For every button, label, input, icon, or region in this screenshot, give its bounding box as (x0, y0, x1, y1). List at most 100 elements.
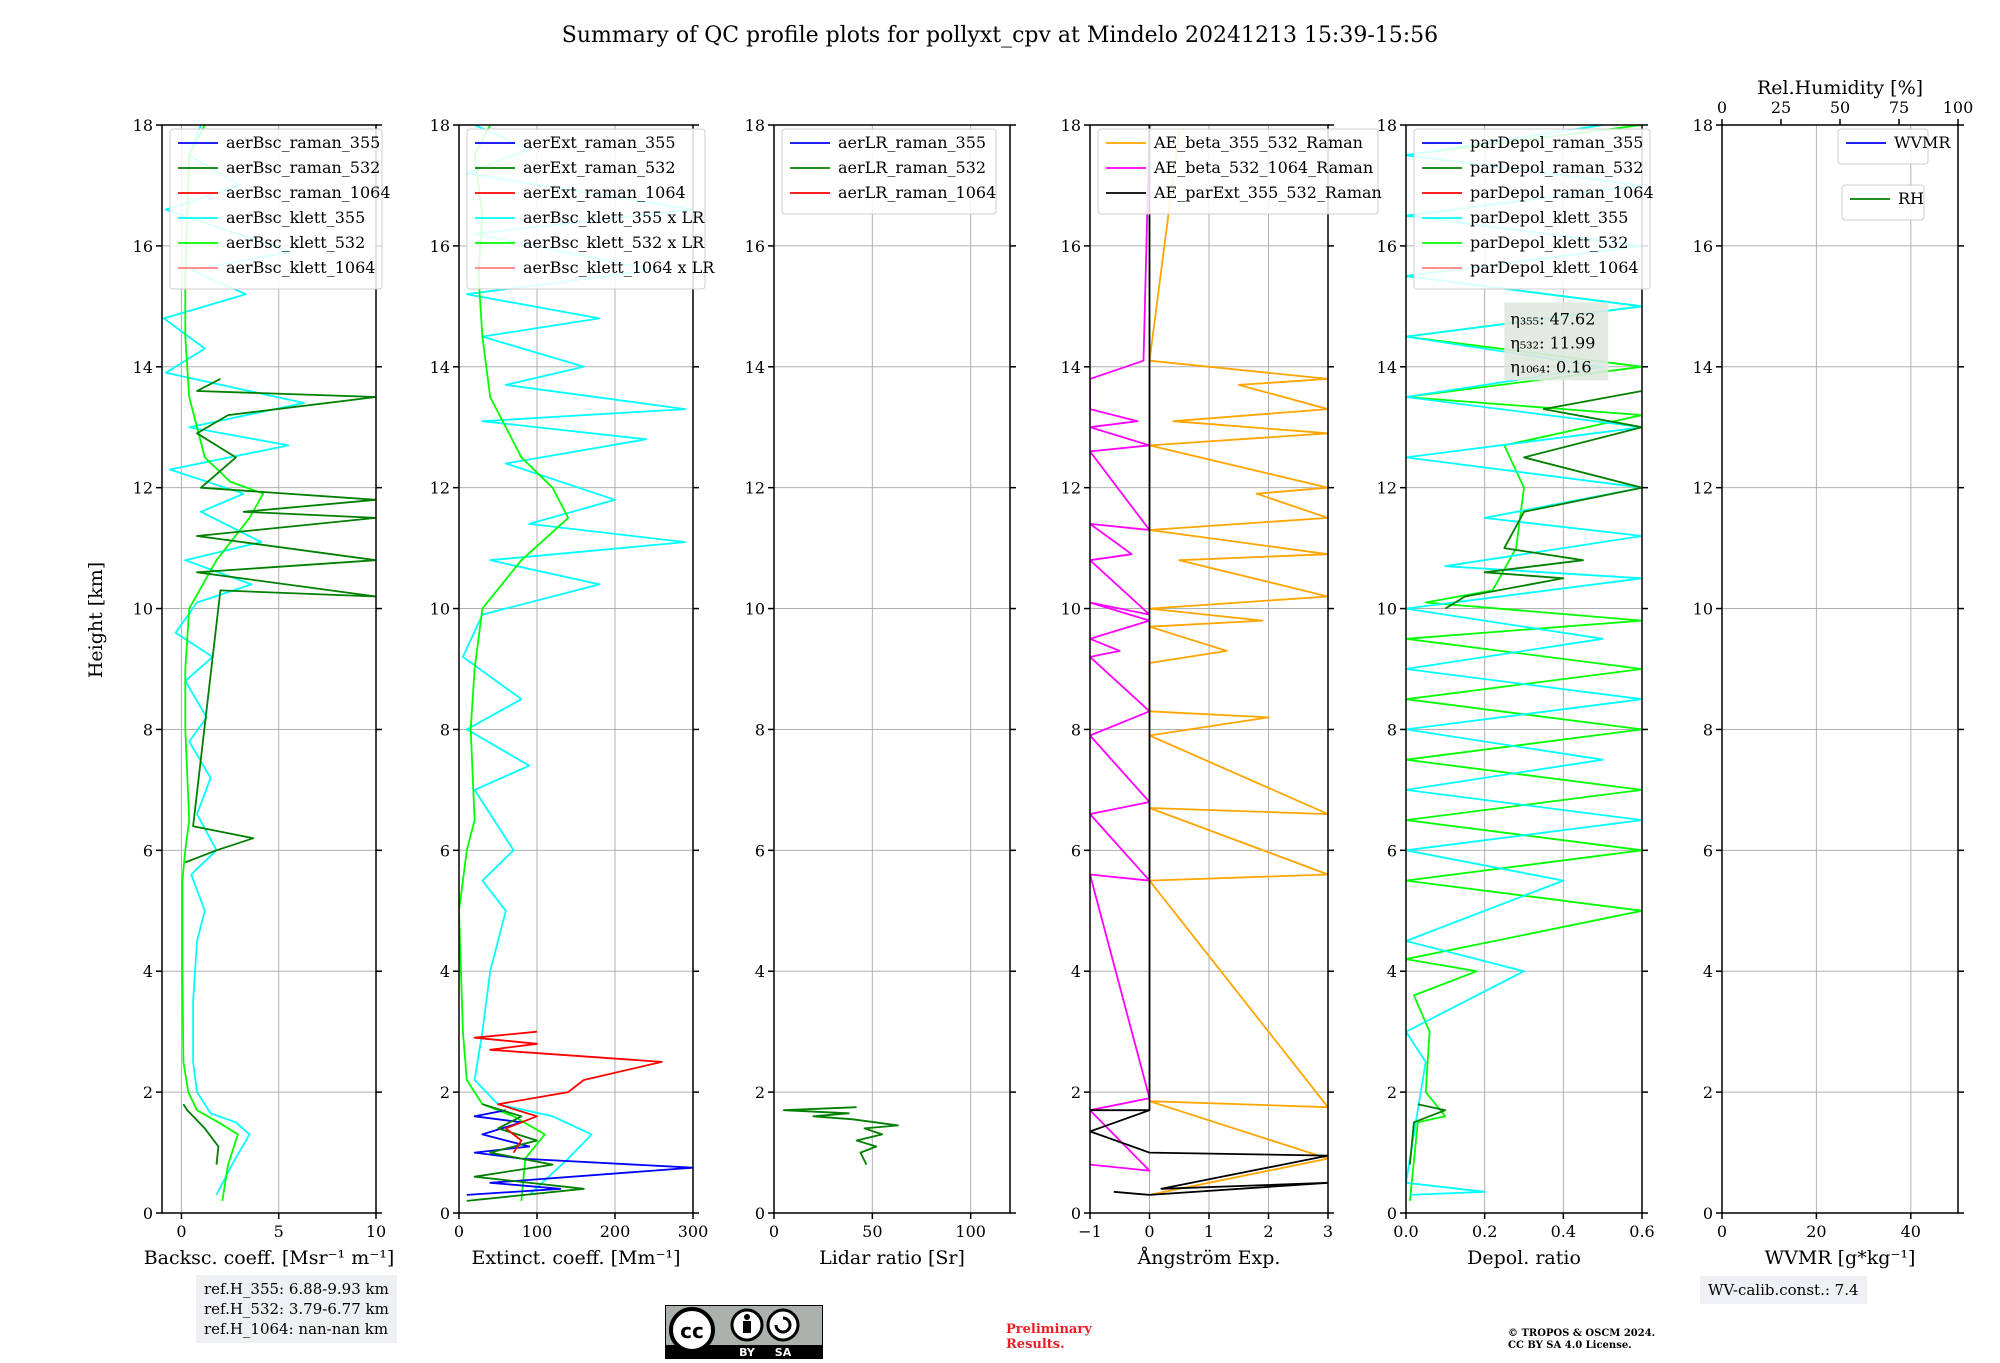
y-tick-label: 18 (430, 116, 450, 135)
y-tick-label: 6 (1703, 841, 1713, 860)
y-tick-label: 8 (1071, 720, 1081, 739)
top-x-axis-label: Rel.Humidity [%] (1757, 77, 1923, 99)
y-tick-label: 10 (1061, 600, 1081, 619)
legend-label: aerBsc_raman_355 (226, 133, 380, 152)
legend-label: aerBsc_raman_1064 (226, 183, 391, 202)
x-tick-label: 0.0 (1393, 1222, 1418, 1241)
y-tick-label: 0 (440, 1204, 450, 1223)
legend-label: aerBsc_klett_1064 x LR (523, 258, 715, 277)
y-tick-label: 10 (1377, 600, 1397, 619)
svg-text:cc: cc (680, 1319, 704, 1343)
x-tick-label: 100 (955, 1222, 986, 1241)
x-tick-label: 1 (1204, 1222, 1214, 1241)
series-line-aerExt_raman_532 (466, 1103, 585, 1202)
y-tick-label: 12 (133, 479, 153, 498)
x-axis-label: Backsc. coeff. [Msr⁻¹ m⁻¹] (144, 1247, 395, 1269)
y-tick-label: 18 (1693, 116, 1713, 135)
y-tick-label: 16 (133, 237, 153, 256)
x-tick-label: 100 (522, 1222, 553, 1241)
eta-annotation-2: η₁₀₆₄: 0.16 (1510, 357, 1591, 376)
x-axis-label: Lidar ratio [Sr] (819, 1247, 965, 1269)
legend-label: aerExt_raman_355 (523, 133, 676, 152)
series-line-AE_parExt_355_532_Raman (1090, 125, 1328, 1196)
y-tick-label: 14 (133, 358, 153, 377)
series-line-AE_beta_355_532_Raman (1148, 130, 1328, 1196)
share-alike-icon (766, 1308, 800, 1342)
y-tick-label: 14 (1693, 358, 1713, 377)
svg-text:SA: SA (775, 1346, 792, 1359)
y-tick-label: 2 (755, 1083, 765, 1102)
legend-label: aerBsc_klett_355 x LR (523, 208, 705, 227)
x-tick-label: 200 (600, 1222, 631, 1241)
y-tick-label: 6 (755, 841, 765, 860)
series-line-aerBsc_klett_355 (163, 125, 305, 1196)
x-tick-label: 2 (1263, 1222, 1273, 1241)
y-tick-label: 12 (1377, 479, 1397, 498)
series-line-parDepol_raman_532 (1444, 390, 1642, 610)
ref-height-532: ref.H_532: 3.79-6.77 km (204, 1300, 389, 1318)
y-tick-label: 12 (1061, 479, 1081, 498)
y-tick-label: 18 (1061, 116, 1081, 135)
legend-label: aerLR_raman_1064 (838, 183, 996, 202)
x-axis-label: Ångström Exp. (1137, 1247, 1281, 1269)
axes-frame (1405, 124, 1643, 1214)
legend-label: parDepol_raman_1064 (1470, 183, 1654, 202)
reference-height-box: ref.H_355: 6.88-9.93 km ref.H_532: 3.79-… (196, 1275, 397, 1343)
top-x-tick-label: 75 (1889, 98, 1909, 117)
y-axis-label: Height [km] (85, 562, 107, 678)
ref-height-355: ref.H_355: 6.88-9.93 km (204, 1280, 389, 1298)
y-tick-label: 4 (1071, 962, 1081, 981)
series-line-aerBsc_raman_532 (184, 378, 376, 864)
axes-frame (1721, 124, 1959, 1214)
y-tick-label: 2 (1703, 1083, 1713, 1102)
y-tick-label: 8 (440, 720, 450, 739)
x-tick-label: 0 (454, 1222, 464, 1241)
y-tick-label: 2 (143, 1083, 153, 1102)
svg-text:BY: BY (739, 1346, 756, 1359)
panel-2: 0 2 4 6 8 10 12 14 16 18 0 100 200 300 Extinct. coeff.… (430, 116, 716, 1269)
y-tick-label: 16 (430, 237, 450, 256)
series-line-AE_beta_532_1064_Raman (1090, 125, 1151, 1172)
series-group (1090, 125, 1328, 1196)
top-x-tick-label: 100 (1943, 98, 1974, 117)
series-group (459, 125, 693, 1202)
ref-height-1064: ref.H_1064: nan-nan km (204, 1320, 389, 1338)
series-line-aerExt_raman_1064 (473, 1030, 663, 1154)
panel-3: 0 2 4 6 8 10 12 14 16 18 0 50 100 Lidar ratio [Sr] aer… (745, 116, 1016, 1269)
series-line-aerLR_raman_532 (782, 1106, 899, 1165)
series-group (1406, 125, 1642, 1201)
legend-label: aerBsc_klett_532 x LR (523, 233, 705, 252)
y-tick-label: 2 (1387, 1083, 1397, 1102)
y-tick-label: 0 (1387, 1204, 1397, 1223)
legend-label: AE_beta_532_1064_Raman (1153, 158, 1373, 177)
y-tick-label: 18 (745, 116, 765, 135)
cc-icon (669, 1307, 715, 1353)
y-tick-label: 16 (1377, 237, 1397, 256)
series-line-parDepol_klett_355 (1406, 125, 1642, 1196)
y-tick-label: 10 (430, 600, 450, 619)
legend (1837, 128, 1929, 165)
x-axis-label: Extinct. coeff. [Mm⁻¹] (471, 1247, 680, 1269)
legend (781, 128, 997, 215)
series-line-parDepol_raman_532 (1409, 1103, 1447, 1165)
axes-frame (773, 124, 1011, 1214)
legend-label: aerExt_raman_532 (523, 158, 676, 177)
series-group (163, 125, 376, 1202)
y-tick-label: 0 (1071, 1204, 1081, 1223)
wv-calib-const: WV-calib.const.: 7.4 (1708, 1281, 1859, 1299)
legend-label: aerLR_raman_532 (838, 158, 986, 177)
panel-1: 0 2 4 6 8 10 12 14 16 18 0 5 10 Backsc. coeff. [Msr⁻¹… (133, 116, 395, 1269)
legend (1413, 128, 1651, 290)
y-tick-label: 0 (143, 1204, 153, 1223)
x-tick-label: 50 (862, 1222, 882, 1241)
eta-annotation-0: η₃₅₅: 47.62 (1510, 309, 1595, 328)
y-tick-label: 14 (1061, 358, 1081, 377)
y-tick-label: 4 (440, 962, 450, 981)
top-x-tick-label: 50 (1830, 98, 1850, 117)
legend-label: aerBsc_klett_355 (226, 208, 365, 227)
x-tick-label: 40 (1901, 1222, 1921, 1241)
x-tick-label: 3 (1323, 1222, 1333, 1241)
x-tick-label: 5 (274, 1222, 284, 1241)
legend-label: AE_parExt_355_532_Raman (1153, 183, 1382, 202)
